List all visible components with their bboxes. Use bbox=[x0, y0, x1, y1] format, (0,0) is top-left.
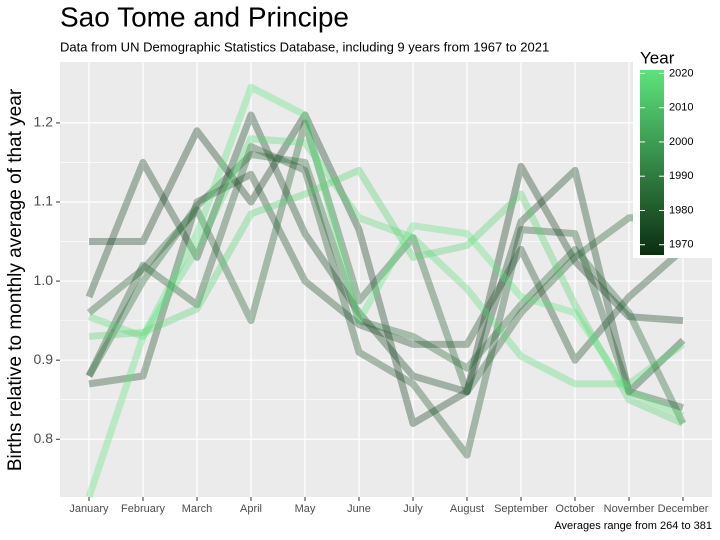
series-line bbox=[85, 111, 686, 396]
series-line bbox=[85, 151, 687, 425]
x-tick-label: July bbox=[403, 503, 423, 515]
x-tick-label: April bbox=[240, 503, 262, 515]
series-line bbox=[88, 166, 685, 427]
colorbar-tick-label: 1980 bbox=[669, 204, 693, 216]
colorbar-tick-label: 2000 bbox=[669, 136, 693, 148]
x-tick-label: May bbox=[295, 503, 316, 515]
x-tick-label: June bbox=[347, 503, 371, 515]
y-tick-label: 1.1 bbox=[34, 193, 54, 209]
colorbar-tick-label: 2010 bbox=[669, 102, 693, 114]
series-line bbox=[89, 111, 684, 427]
series-line bbox=[87, 135, 686, 388]
colorbar-tick-label: 1970 bbox=[669, 239, 693, 251]
chart-title: Sao Tome and Principe bbox=[60, 1, 349, 32]
x-tick-label: January bbox=[69, 503, 109, 515]
y-tick-label: 1.2 bbox=[34, 114, 54, 130]
x-tick-label: September bbox=[494, 503, 548, 515]
plot-background bbox=[60, 62, 712, 497]
x-tick-label: December bbox=[658, 503, 709, 515]
y-tick-label: 0.9 bbox=[34, 351, 54, 367]
colorbar-tick-label: 2020 bbox=[669, 67, 693, 79]
series-line bbox=[85, 143, 684, 459]
y-axis-label: Births relative to monthly average of th… bbox=[5, 88, 26, 471]
subtitle: Data from UN Demographic Statistics Data… bbox=[60, 39, 549, 54]
series-line bbox=[85, 83, 685, 499]
x-tick-label: August bbox=[450, 503, 484, 515]
y-tick-label: 1.0 bbox=[34, 272, 54, 288]
series-line bbox=[88, 170, 686, 388]
x-tick-label: November bbox=[604, 503, 655, 515]
colorbar-tick-label: 1990 bbox=[669, 170, 693, 182]
legend-title: Year bbox=[640, 48, 675, 67]
colorbar bbox=[640, 70, 664, 255]
caption: Averages range from 264 to 381 bbox=[554, 520, 712, 532]
x-tick-label: February bbox=[121, 503, 166, 515]
y-tick-label: 0.8 bbox=[34, 430, 54, 446]
x-tick-label: March bbox=[182, 503, 213, 515]
series-line bbox=[86, 119, 683, 396]
x-tick-label: October bbox=[555, 503, 594, 515]
